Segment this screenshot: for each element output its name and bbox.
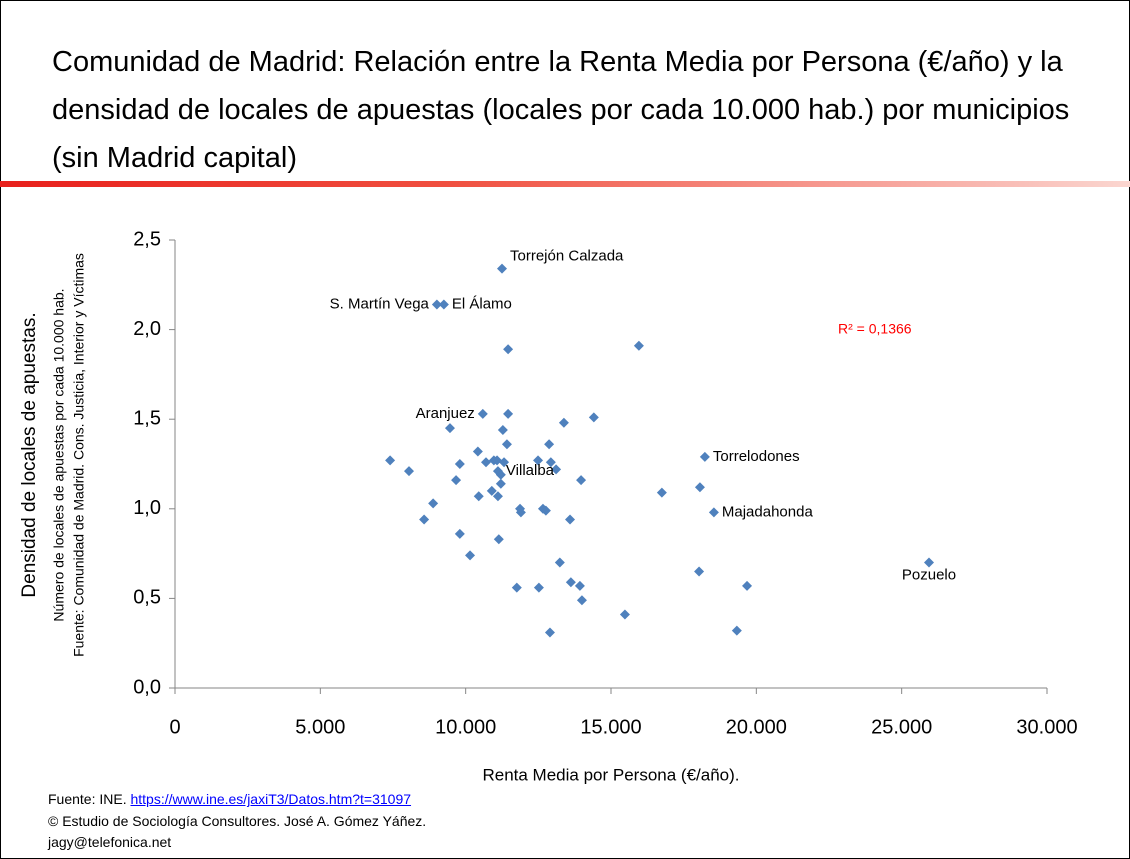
point: [499, 457, 510, 468]
point: [551, 464, 562, 475]
x-tick-label: 30.000: [1016, 716, 1077, 738]
y-tick-label: 0,5: [133, 587, 161, 609]
y-axis-label: Número de locales de apuestas por cada 1…: [51, 288, 67, 621]
point: [403, 466, 414, 477]
point: [451, 475, 462, 486]
x-tick-label: 0: [169, 716, 180, 738]
point: [497, 424, 508, 435]
point-label: Torrejón Calzada: [510, 248, 624, 265]
point: [493, 534, 504, 545]
source-prefix: Fuente: INE.: [48, 791, 127, 807]
copyright: © Estudio de Sociología Consultores. Jos…: [48, 813, 427, 829]
source-line: Fuente: INE. https://www.ine.es/jaxiT3/D…: [48, 791, 411, 807]
point: [495, 469, 506, 480]
point: [694, 566, 705, 577]
point: [492, 455, 503, 466]
point: [565, 514, 576, 525]
point: [565, 577, 576, 588]
point-label: Majadahonda: [722, 503, 814, 520]
point: [428, 498, 439, 509]
point: [473, 491, 484, 502]
point: [501, 439, 512, 450]
point: [544, 627, 555, 638]
point: [472, 446, 483, 457]
point: [731, 625, 742, 636]
x-tick-label: 10.000: [435, 716, 496, 738]
point: [454, 459, 465, 469]
point: [503, 408, 514, 419]
point: [699, 451, 710, 462]
point: [444, 423, 455, 434]
point: [419, 514, 430, 525]
point: [431, 299, 442, 310]
point: [633, 340, 644, 351]
point: [515, 507, 526, 518]
x-tick-label: 15.000: [580, 716, 641, 738]
y-tick-label: 0,0: [133, 676, 161, 698]
point-label: Aranjuez: [416, 405, 475, 422]
point: [574, 580, 585, 591]
point: [576, 475, 587, 486]
point-label: Pozuelo: [902, 567, 956, 584]
email: jagy@telefonica.net: [48, 834, 172, 850]
point: [492, 491, 503, 502]
point: [486, 485, 497, 496]
point: [923, 557, 934, 568]
point: [545, 457, 556, 468]
point: [619, 609, 630, 620]
point-label: S. Martín Vega: [330, 295, 430, 312]
x-axis-label: Renta Media por Persona (€/año).: [482, 765, 739, 784]
r-squared: R² = 0,1366: [838, 321, 912, 337]
point: [454, 528, 465, 539]
title-rule: [0, 181, 1130, 187]
chart-title: Comunidad de Madrid: Relación entre la R…: [52, 46, 1070, 174]
point: [511, 582, 522, 593]
point: [533, 455, 544, 466]
point-label: El Álamo: [452, 295, 512, 312]
y-axis-label: Densidad de locales de apuestas.: [19, 312, 40, 597]
point: [656, 487, 667, 498]
x-tick-label: 20.000: [726, 716, 787, 738]
point: [465, 550, 476, 561]
point: [495, 478, 506, 489]
point: [708, 507, 719, 518]
point: [694, 482, 705, 493]
point: [554, 557, 565, 568]
point: [497, 263, 507, 274]
y-axis-label: Fuente: Comunidad de Madrid. Cons. Justi…: [71, 253, 87, 657]
point: [540, 505, 551, 516]
y-tick-label: 1,5: [133, 407, 161, 429]
point: [576, 595, 587, 606]
source-link[interactable]: https://www.ine.es/jaxiT3/Datos.htm?t=31…: [130, 791, 412, 807]
point: [503, 344, 514, 355]
point: [438, 299, 449, 310]
y-tick-label: 1,0: [133, 497, 161, 519]
x-tick-label: 25.000: [871, 716, 932, 738]
point: [558, 417, 569, 428]
point: [477, 408, 488, 419]
y-tick-label: 2,5: [133, 228, 161, 250]
point: [533, 582, 544, 593]
point-label: Villalba: [506, 462, 555, 479]
x-tick-label: 5.000: [295, 716, 345, 738]
point: [385, 455, 396, 466]
y-tick-label: 2,0: [133, 318, 161, 340]
point: [481, 457, 492, 468]
point: [742, 580, 753, 591]
point-label: Torrelodones: [713, 448, 800, 465]
point: [588, 412, 599, 423]
point: [544, 439, 555, 450]
